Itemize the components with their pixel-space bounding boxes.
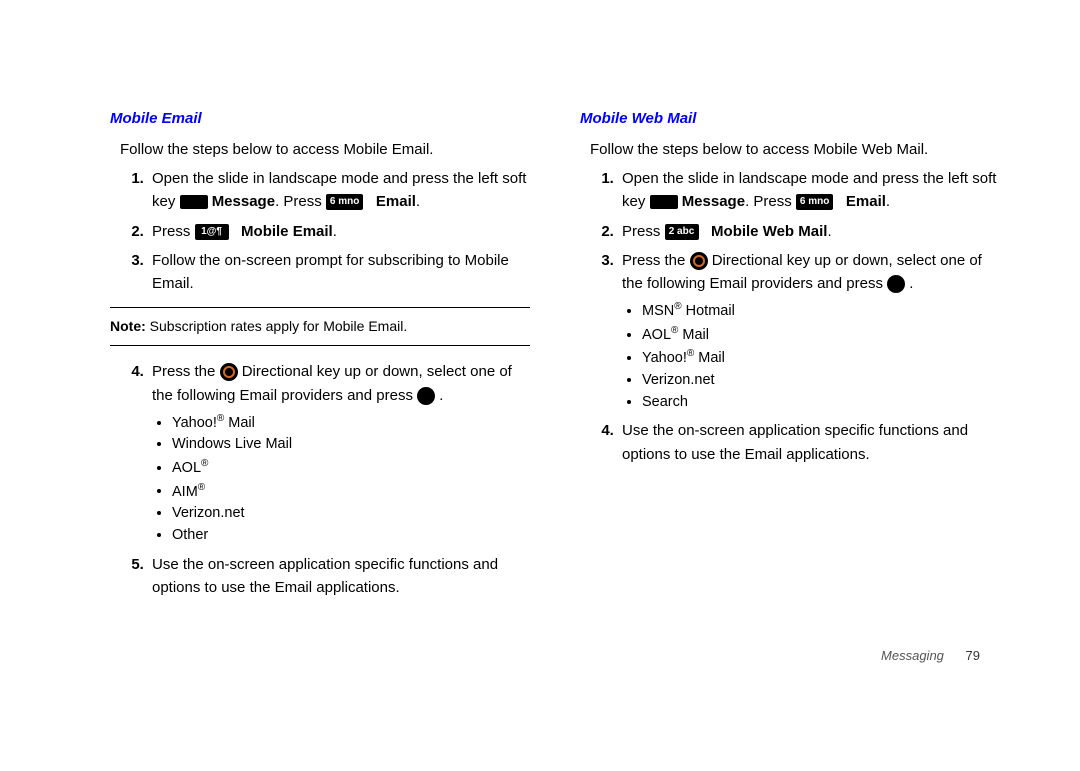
- step-1: Open the slide in landscape mode and pre…: [618, 167, 1000, 214]
- note-text: Subscription rates apply for Mobile Emai…: [146, 318, 407, 334]
- provider-item: AOL® Mail: [642, 323, 1000, 347]
- soft-key-icon: [180, 195, 208, 209]
- heading-mobile-web-mail: Mobile Web Mail: [580, 108, 1000, 131]
- provider-item: Yahoo!® Mail: [642, 346, 1000, 370]
- step-2: Press 1@¶ Mobile Email.: [148, 220, 530, 243]
- step-text: . Press: [745, 193, 796, 210]
- steps-list-cont: Press the Directional key up or down, se…: [126, 360, 530, 599]
- footer-section: Messaging: [881, 648, 944, 663]
- provider-item: AOL®: [172, 456, 530, 480]
- step-4: Use the on-screen application specific f…: [618, 419, 1000, 466]
- key-6-icon: 6 mno: [796, 194, 833, 210]
- ok-key-icon: [887, 275, 905, 293]
- step-text: . Press: [275, 193, 326, 210]
- step-text: Follow the on-screen prompt for subscrib…: [152, 252, 509, 292]
- step-3: Follow the on-screen prompt for subscrib…: [148, 249, 530, 296]
- ok-key-icon: [417, 387, 435, 405]
- step-text: Press: [622, 223, 665, 240]
- right-column: Mobile Web Mail Follow the steps below t…: [580, 108, 1000, 605]
- mobile-email-label: Mobile Email: [233, 223, 333, 240]
- step-text: Use the on-screen application specific f…: [152, 556, 498, 596]
- steps-list: Open the slide in landscape mode and pre…: [596, 167, 1000, 466]
- step-text: Press: [152, 223, 195, 240]
- key-2-icon: 2 abc: [665, 224, 699, 240]
- provider-item: MSN® Hotmail: [642, 299, 1000, 323]
- left-column: Mobile Email Follow the steps below to a…: [110, 108, 530, 605]
- provider-item: Verizon.net: [172, 503, 530, 525]
- step-2: Press 2 abc Mobile Web Mail.: [618, 220, 1000, 243]
- steps-list: Open the slide in landscape mode and pre…: [126, 167, 530, 295]
- provider-list: MSN® Hotmail AOL® Mail Yahoo!® Mail Veri…: [630, 299, 1000, 413]
- provider-item: Search: [642, 392, 1000, 414]
- step-4: Press the Directional key up or down, se…: [148, 360, 530, 546]
- step-text: Use the on-screen application specific f…: [622, 422, 968, 462]
- key-6-icon: 6 mno: [326, 194, 363, 210]
- mobile-web-mail-label: Mobile Web Mail: [703, 223, 828, 240]
- note-label: Note:: [110, 318, 146, 334]
- provider-item: Yahoo!® Mail: [172, 411, 530, 435]
- directional-key-icon: [220, 363, 238, 381]
- message-label: Message: [212, 193, 275, 210]
- key-1-icon: 1@¶: [195, 224, 229, 240]
- message-label: Message: [682, 193, 745, 210]
- note-box: Note: Subscription rates apply for Mobil…: [110, 307, 530, 346]
- provider-item: Verizon.net: [642, 370, 1000, 392]
- step-3: Press the Directional key up or down, se…: [618, 249, 1000, 414]
- provider-list: Yahoo!® Mail Windows Live Mail AOL® AIM®…: [160, 411, 530, 547]
- heading-mobile-email: Mobile Email: [110, 108, 530, 131]
- step-text: Press the: [152, 363, 220, 380]
- footer-page-number: 79: [966, 648, 980, 663]
- intro-text: Follow the steps below to access Mobile …: [120, 139, 530, 162]
- step-text: Press the: [622, 252, 690, 269]
- manual-page: Mobile Email Follow the steps below to a…: [0, 0, 1080, 605]
- email-label: Email: [838, 193, 886, 210]
- email-label: Email: [368, 193, 416, 210]
- provider-item: Windows Live Mail: [172, 434, 530, 456]
- soft-key-icon: [650, 195, 678, 209]
- provider-item: AIM®: [172, 480, 530, 504]
- directional-key-icon: [690, 252, 708, 270]
- provider-item: Other: [172, 525, 530, 547]
- intro-text: Follow the steps below to access Mobile …: [590, 139, 1000, 162]
- step-5: Use the on-screen application specific f…: [148, 553, 530, 600]
- page-footer: Messaging 79: [881, 648, 980, 663]
- step-1: Open the slide in landscape mode and pre…: [148, 167, 530, 214]
